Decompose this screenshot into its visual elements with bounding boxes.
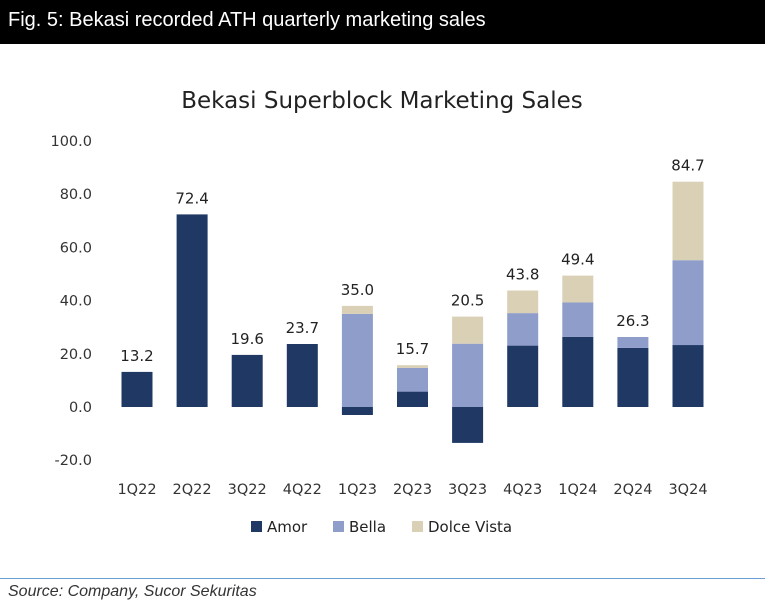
- bar-segment: [397, 391, 428, 407]
- x-tick-label: 2Q24: [613, 482, 652, 498]
- bar-segment: [617, 337, 649, 348]
- bar-total-label: 15.7: [396, 340, 429, 358]
- legend-swatch: [251, 521, 262, 532]
- bar-total-label: 35.0: [341, 281, 374, 299]
- y-tick-label: 100.0: [50, 134, 92, 150]
- bar-total-label: 13.2: [120, 347, 153, 365]
- bar-segment: [507, 290, 539, 314]
- bar-segment: [397, 365, 428, 368]
- x-tick-label: 1Q24: [558, 482, 597, 498]
- source-note: Source: Company, Sucor Sekuritas: [8, 583, 257, 600]
- bar-segment: [176, 214, 208, 407]
- figure-caption: Fig. 5: Bekasi recorded ATH quarterly ma…: [0, 0, 765, 44]
- bar-total-label: 49.4: [561, 251, 594, 269]
- bar-segment: [672, 345, 704, 407]
- x-tick-label: 3Q22: [228, 482, 267, 498]
- x-tick-label: 1Q23: [338, 482, 377, 498]
- bar-segment: [341, 313, 373, 407]
- legend-label: Amor: [267, 518, 308, 536]
- bar-segment: [286, 344, 318, 407]
- bar-total-label: 23.7: [286, 319, 319, 337]
- bar-total-label: 20.5: [451, 292, 484, 310]
- bar-segment: [562, 302, 594, 337]
- y-tick-label: -20.0: [54, 453, 92, 469]
- y-tick-label: 60.0: [60, 240, 92, 256]
- bar-segment: [452, 407, 484, 443]
- bar-segment: [452, 343, 484, 407]
- x-tick-label: 1Q22: [117, 482, 156, 498]
- data-labels: 13.2 72.4 19.6 23.7 35.0 15.7 20.5 43.8 49.4 26.3…: [120, 157, 704, 365]
- y-tick-label: 20.0: [60, 347, 92, 363]
- bar-segment: [507, 345, 539, 407]
- y-tick-label: 40.0: [60, 294, 92, 310]
- bar-segment: [507, 313, 539, 346]
- bar-segment: [397, 367, 428, 392]
- x-tick-label: 3Q23: [448, 482, 487, 498]
- bar-segment: [452, 316, 484, 344]
- x-axis: 1Q22 2Q22 3Q22 4Q22 1Q23 2Q23 3Q23 4Q23 1Q24 2Q24…: [117, 482, 707, 498]
- bar-segment: [121, 371, 153, 407]
- x-tick-label: 2Q23: [393, 482, 432, 498]
- bar-total-label: 19.6: [230, 330, 263, 348]
- y-axis: 100.0 80.0 60.0 40.0 20.0 0.0 -20.0: [50, 134, 92, 469]
- legend-label: Dolce Vista: [428, 518, 512, 536]
- x-tick-label: 3Q24: [668, 482, 707, 498]
- bar-segment: [617, 347, 649, 407]
- bar-segment: [672, 260, 704, 346]
- y-tick-label: 80.0: [60, 187, 92, 203]
- bar-segment: [562, 275, 594, 303]
- bar-total-label: 43.8: [506, 266, 539, 284]
- legend: Amor Bella Dolce Vista: [251, 518, 512, 536]
- x-tick-label: 4Q22: [283, 482, 322, 498]
- bar-total-label: 84.7: [671, 157, 704, 175]
- source-divider: [0, 578, 765, 579]
- legend-swatch: [412, 521, 423, 532]
- bar-segment: [672, 181, 704, 261]
- legend-swatch: [333, 521, 344, 532]
- bar-segment: [341, 407, 373, 415]
- bar-segment: [231, 354, 263, 407]
- x-tick-label: 4Q23: [503, 482, 542, 498]
- stacked-bar-chart: Bekasi Superblock Marketing Sales 100.0 8…: [50, 88, 707, 536]
- bar-segment: [562, 336, 594, 407]
- bar-total-label: 72.4: [175, 189, 208, 207]
- bars: [121, 181, 704, 443]
- chart-title: Bekasi Superblock Marketing Sales: [181, 88, 583, 114]
- y-tick-label: 0.0: [69, 400, 92, 416]
- bar-total-label: 26.3: [616, 312, 649, 330]
- legend-label: Bella: [349, 518, 386, 536]
- bar-segment: [341, 305, 373, 314]
- x-tick-label: 2Q22: [173, 482, 212, 498]
